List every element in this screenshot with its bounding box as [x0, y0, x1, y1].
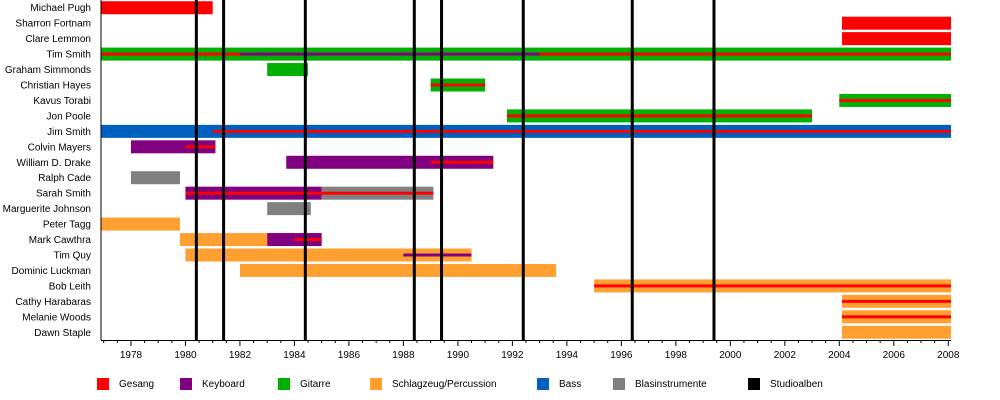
member-secondary-line [294, 238, 322, 242]
member-secondary-line [430, 160, 494, 164]
legend-label: Bass [559, 378, 582, 390]
x-tick-label: 1986 [338, 350, 361, 361]
member-label: Ralph Cade [38, 173, 91, 184]
legend-item: Keyboard [180, 376, 245, 392]
legend-label: Blasinstrumente [635, 378, 707, 390]
x-tick-label: 1998 [665, 350, 688, 361]
member-label: Bob Leith [49, 281, 91, 292]
member-bar [842, 32, 951, 46]
member-label: Tim Smith [46, 50, 91, 61]
x-tick-label: 1990 [447, 350, 470, 361]
member-secondary-line [185, 145, 216, 149]
member-secondary-line [839, 98, 951, 102]
member-label: Jim Smith [47, 127, 91, 138]
x-tick-label: 1996 [610, 350, 633, 361]
member-label: Clare Lemmon [25, 34, 91, 45]
member-bar [267, 202, 311, 216]
legend-label: Schlagzeug/Percussion [392, 378, 497, 390]
member-label: Colvin Mayers [28, 142, 91, 153]
member-secondary-line [506, 114, 813, 118]
member-label: Tim Quy [54, 251, 91, 262]
member-secondary-line [403, 253, 472, 257]
legend-swatch [370, 378, 382, 390]
member-secondary-line [101, 52, 240, 56]
x-tick-label: 1984 [283, 350, 306, 361]
x-tick-label: 1980 [174, 350, 197, 361]
band-timeline-chart: Michael Pugh Sharron Fortnam Clare Lemmon T… [3, 0, 960, 361]
member-label: Christian Hayes [20, 81, 91, 92]
member-label: Cathy Harabaras [15, 297, 91, 308]
member-label: William D. Drake [17, 158, 92, 169]
member-secondary-line [212, 129, 951, 133]
chart-legend: Gesang Keyboard Gitarre Schlagzeug/Percussi… [0, 376, 1000, 400]
member-label: Jon Poole [47, 111, 92, 122]
member-label: Sarah Smith [36, 189, 91, 200]
x-tick-label: 1982 [229, 350, 252, 361]
legend-swatch [613, 378, 625, 390]
legend-label: Gitarre [300, 378, 331, 390]
member-label: Graham Simmonds [5, 65, 91, 76]
x-tick-label: 1994 [556, 350, 579, 361]
member-bar [842, 16, 951, 30]
member-secondary-line [842, 299, 951, 303]
member-bar [239, 263, 556, 277]
x-tick-label: 2008 [937, 350, 960, 361]
legend-item: Gesang [97, 376, 154, 392]
member-secondary-line [594, 284, 951, 288]
legend-label: Studioalben [770, 378, 823, 390]
member-label: Kavus Torabi [33, 96, 91, 107]
x-tick-label: 1992 [501, 350, 524, 361]
member-label: Peter Tagg [43, 220, 91, 231]
legend-swatch [537, 378, 549, 390]
x-tick-label: 2006 [883, 350, 906, 361]
member-label: Sharron Fortnam [15, 19, 91, 30]
member-secondary-line [539, 52, 951, 56]
member-secondary-line [842, 315, 951, 319]
x-tick-label: 2002 [774, 350, 797, 361]
member-bar [185, 248, 472, 262]
legend-item: Schlagzeug/Percussion [370, 376, 497, 392]
legend-label: Gesang [119, 378, 155, 390]
legend-item: Bass [537, 376, 581, 392]
member-secondary-line [430, 83, 486, 87]
legend-item: Studioalben [748, 376, 823, 392]
legend-item: Gitarre [278, 376, 331, 392]
x-tick-label: 2000 [719, 350, 742, 361]
member-bar [842, 325, 951, 339]
member-secondary-line [185, 191, 434, 195]
member-bar [130, 171, 181, 185]
member-bar [267, 63, 309, 77]
member-label: Marguerite Johnson [3, 204, 91, 215]
x-tick-label: 1988 [392, 350, 415, 361]
member-label: Mark Cawthra [29, 235, 92, 246]
member-secondary-line [239, 52, 540, 56]
legend-swatch [278, 378, 290, 390]
x-tick-label: 2004 [828, 350, 851, 361]
member-label: Melanie Woods [22, 312, 91, 323]
member-label: Michael Pugh [30, 3, 91, 14]
legend-swatch [748, 378, 760, 390]
member-bar [101, 217, 181, 231]
x-tick-label: 1978 [120, 350, 143, 361]
member-label: Dawn Staple [34, 328, 91, 339]
member-bar [101, 1, 213, 15]
legend-label: Keyboard [202, 378, 245, 390]
legend-item: Blasinstrumente [613, 376, 707, 392]
member-label: Dominic Luckman [12, 266, 91, 277]
legend-swatch [180, 378, 192, 390]
member-bar [130, 140, 216, 154]
legend-swatch [97, 378, 109, 390]
